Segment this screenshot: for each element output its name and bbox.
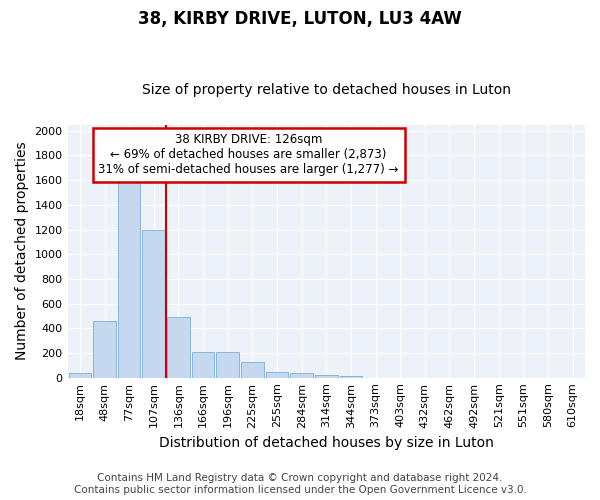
Bar bbox=[93, 321, 116, 378]
Bar bbox=[315, 375, 338, 378]
Title: Size of property relative to detached houses in Luton: Size of property relative to detached ho… bbox=[142, 83, 511, 97]
Text: 38, KIRBY DRIVE, LUTON, LU3 4AW: 38, KIRBY DRIVE, LUTON, LU3 4AW bbox=[138, 10, 462, 28]
X-axis label: Distribution of detached houses by size in Luton: Distribution of detached houses by size … bbox=[159, 436, 494, 450]
Bar bbox=[241, 362, 263, 378]
Text: 38 KIRBY DRIVE: 126sqm
← 69% of detached houses are smaller (2,873)
31% of semi-: 38 KIRBY DRIVE: 126sqm ← 69% of detached… bbox=[98, 134, 399, 176]
Bar bbox=[192, 352, 214, 378]
Bar bbox=[167, 317, 190, 378]
Text: Contains HM Land Registry data © Crown copyright and database right 2024.
Contai: Contains HM Land Registry data © Crown c… bbox=[74, 474, 526, 495]
Bar bbox=[142, 230, 165, 378]
Bar bbox=[68, 374, 91, 378]
Bar bbox=[118, 180, 140, 378]
Bar bbox=[340, 376, 362, 378]
Bar bbox=[266, 372, 289, 378]
Bar bbox=[290, 373, 313, 378]
Bar bbox=[217, 352, 239, 378]
Y-axis label: Number of detached properties: Number of detached properties bbox=[15, 142, 29, 360]
